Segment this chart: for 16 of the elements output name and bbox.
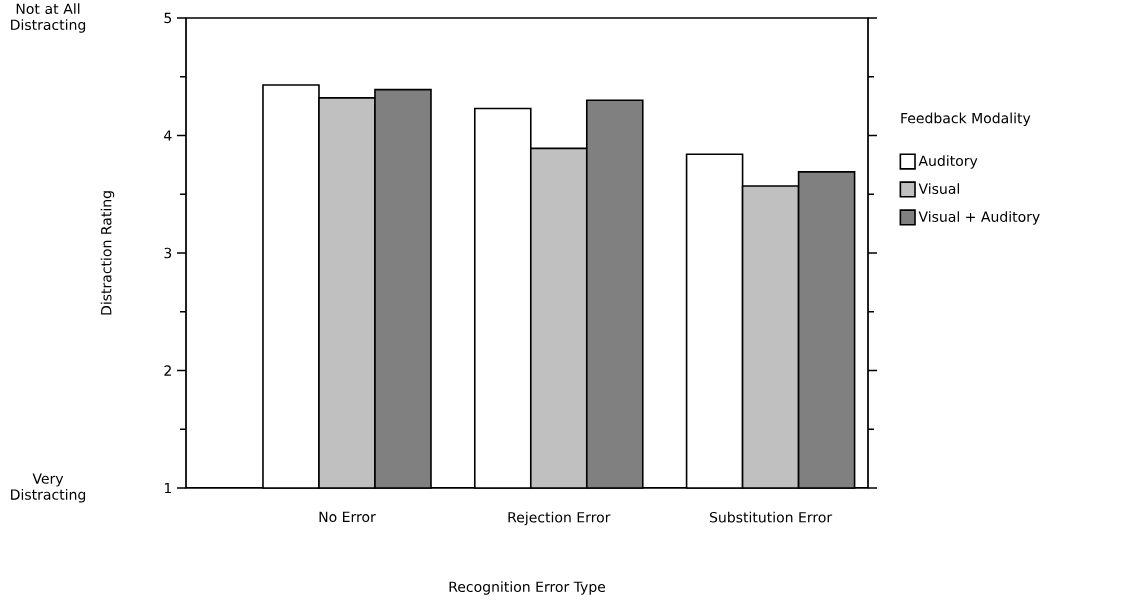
- y-tick-label: 3: [164, 247, 172, 259]
- legend-label: Auditory: [918, 155, 978, 169]
- y-axis-title: Distraction Rating: [100, 191, 115, 315]
- text: Very Distracting: [11, 473, 86, 503]
- x-tick-label: Substitution Error: [709, 511, 833, 523]
- legend-title: Feedback Modality: [901, 112, 1031, 127]
- y-tick-label: 5: [164, 12, 172, 24]
- y-tick-label: 1: [164, 482, 171, 494]
- x-tick-label: No Error: [319, 511, 376, 523]
- x-tick-label: Rejection Error: [508, 511, 611, 526]
- y-tick-label: 4: [164, 130, 172, 141]
- y-tick-label: 2: [164, 365, 171, 376]
- legend-label: Visual: [918, 183, 959, 194]
- text: Not at All Distracting: [11, 3, 86, 33]
- x-axis-title: Recognition Error Type: [449, 581, 606, 595]
- legend-label: Visual + Auditory: [918, 211, 1040, 225]
